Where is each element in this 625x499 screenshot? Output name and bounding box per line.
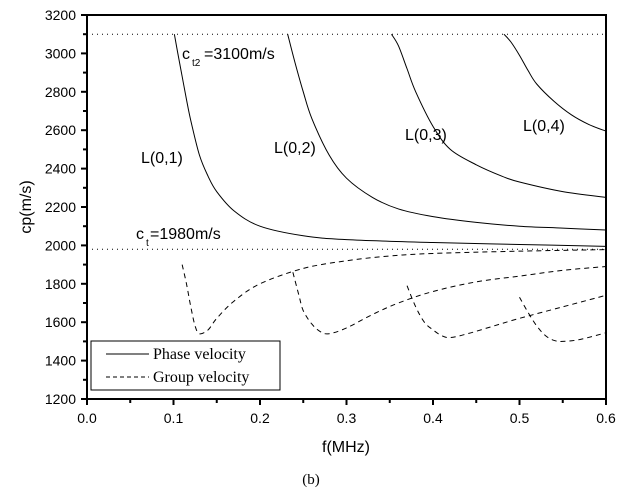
y-tick-label: 2600 (45, 122, 76, 138)
ct2-value: =3100m/s (204, 46, 275, 63)
legend-label-phase: Phase velocity (153, 346, 246, 363)
x-tick-label: 0.6 (596, 410, 616, 426)
group-velocity-line (406, 285, 607, 339)
group-velocity-line (292, 266, 607, 335)
group-velocity-line (519, 296, 607, 342)
x-tick-label: 0.5 (510, 410, 530, 426)
y-axis-title: cp(m/s) (18, 180, 35, 233)
x-tick-label: 0.1 (164, 410, 184, 426)
y-axis: 1200 1400 1600 1800 2000 2200 2400 2600 2800 3000… (45, 7, 87, 407)
ct-subscript: t (146, 238, 149, 249)
label-l01: L(0,1) (141, 150, 183, 167)
ct2-annotation: c t2 =3100m/s (182, 46, 275, 69)
x-axis: 0.0 0.1 0.2 0.3 0.4 0.5 0.6 (77, 399, 616, 426)
legend-box (90, 340, 281, 391)
phase-velocity-line (391, 33, 607, 198)
x-axis-title: f(MHz) (322, 439, 370, 456)
phase-velocity-line (173, 34, 607, 247)
group-velocity-line (181, 249, 607, 335)
y-tick-label: 3200 (45, 7, 76, 23)
figure-caption: (b) (302, 472, 320, 488)
ct-annotation: c t =1980m/s (136, 226, 221, 249)
y-tick-label: 1200 (45, 391, 76, 407)
ct2-symbol: c (182, 46, 190, 63)
phase-velocity-line (503, 33, 607, 132)
ct-symbol: c (136, 226, 144, 243)
label-l03: L(0,3) (405, 127, 447, 144)
x-tick-label: 0.4 (423, 410, 443, 426)
label-l02: L(0,2) (274, 140, 316, 157)
x-tick-label: 0.3 (337, 410, 357, 426)
legend: Phase velocity Group velocity (90, 340, 281, 391)
reference-lines (87, 33, 606, 250)
y-tick-label: 2800 (45, 84, 76, 100)
y-tick-label: 1600 (45, 314, 76, 330)
series-layer (173, 33, 607, 342)
x-tick-label: 0.2 (250, 410, 270, 426)
y-tick-label: 2200 (45, 199, 76, 215)
x-tick-label: 0.0 (77, 410, 97, 426)
label-l04: L(0,4) (523, 118, 565, 135)
y-tick-label: 2000 (45, 237, 76, 253)
ct2-subscript: t2 (192, 58, 201, 69)
y-tick-label: 2400 (45, 161, 76, 177)
y-tick-label: 1400 (45, 353, 76, 369)
phase-velocity-line (287, 34, 607, 231)
y-tick-label: 3000 (45, 45, 76, 61)
legend-label-group: Group velocity (153, 369, 249, 386)
ct-value: =1980m/s (150, 226, 221, 243)
y-tick-label: 1800 (45, 276, 76, 292)
